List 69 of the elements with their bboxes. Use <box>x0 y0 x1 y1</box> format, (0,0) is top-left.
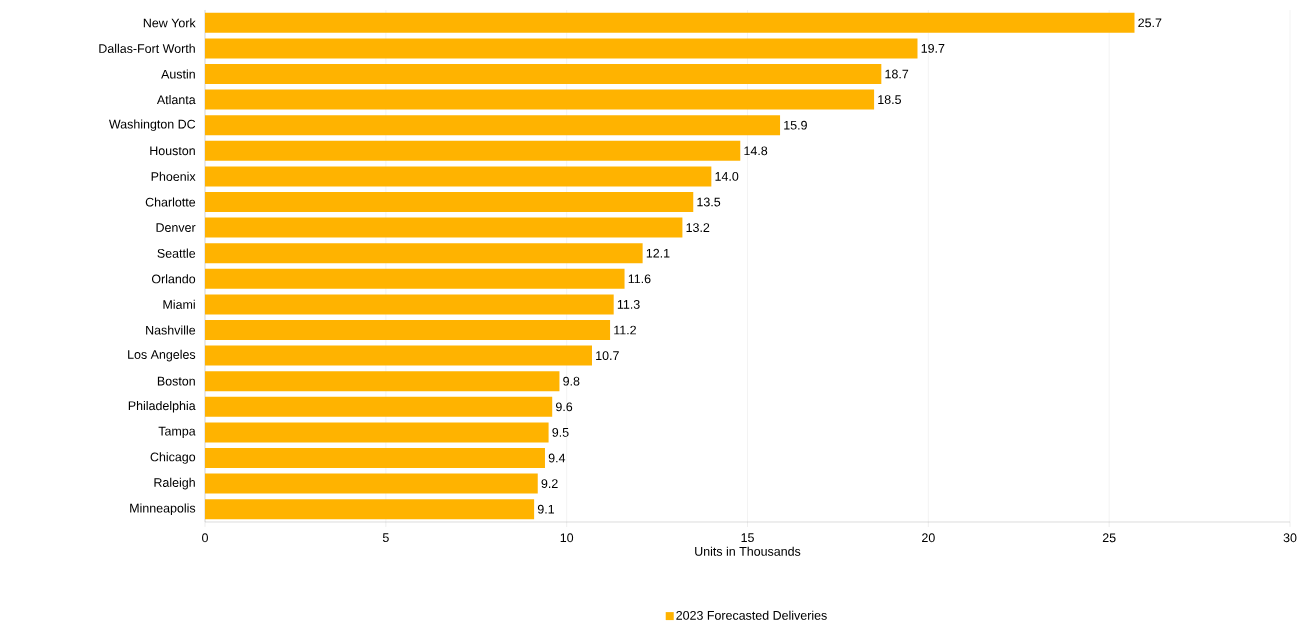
data-label: 9.4 <box>548 453 566 463</box>
x-axis-title: Units in Thousands <box>695 546 801 556</box>
y-tick-label: Phoenix <box>151 171 196 181</box>
data-label: 18.5 <box>878 95 902 105</box>
y-tick-label: Charlotte <box>145 197 196 207</box>
data-label: 11.3 <box>617 299 640 309</box>
data-label: 9.8 <box>563 376 580 386</box>
data-label: 9.6 <box>555 402 573 412</box>
bar <box>205 243 643 264</box>
bar <box>205 268 625 289</box>
bar <box>205 294 614 315</box>
data-label: 15.9 <box>784 120 807 130</box>
data-label: 11.6 <box>628 274 651 284</box>
bar <box>205 217 683 238</box>
data-label: 13.5 <box>697 197 721 207</box>
y-tick-label: Minneapolis <box>130 503 196 515</box>
data-label: 18.7 <box>885 69 909 79</box>
bar <box>205 345 592 366</box>
data-label: 13.2 <box>686 223 710 232</box>
data-label: 25.7 <box>1138 18 1162 28</box>
y-tick-label: Tampa <box>158 426 196 438</box>
y-tick-label: Chicago <box>150 452 196 464</box>
legend-label: 2023 Forecasted Deliveries <box>676 610 827 620</box>
y-tick-label: New York <box>143 18 196 28</box>
x-tick-label: 5 <box>382 533 389 543</box>
bar <box>205 63 882 84</box>
data-label: 9.2 <box>541 479 558 489</box>
bar <box>205 12 1135 33</box>
x-tick-label: 25 <box>1102 533 1116 543</box>
x-tick-label: 15 <box>741 533 754 543</box>
y-tick-label: Seattle <box>157 248 196 258</box>
y-tick-label: Raleigh <box>154 477 195 490</box>
data-label: 14.0 <box>715 171 739 181</box>
y-tick-label: Houston <box>150 146 195 156</box>
bar <box>205 191 694 212</box>
x-tick-label: 0 <box>202 533 208 543</box>
data-label: 10.7 <box>596 351 619 361</box>
y-tick-label: Washington DC <box>108 119 196 131</box>
bar <box>205 166 712 187</box>
y-tick-label: Boston <box>157 376 195 386</box>
y-tick-label: Austin <box>161 69 195 79</box>
data-label: 14.8 <box>744 146 768 156</box>
data-label: 11.2 <box>614 325 636 335</box>
x-tick-label: 10 <box>560 533 574 543</box>
y-tick-label: Orlando <box>151 274 196 284</box>
bar <box>205 447 545 468</box>
bar <box>205 499 535 520</box>
data-label: 9.5 <box>552 427 569 437</box>
bar <box>205 422 549 443</box>
y-tick-label: Atlanta <box>156 95 196 105</box>
x-tick-label: 20 <box>922 533 935 543</box>
bar <box>205 396 553 417</box>
data-label: 9.1 <box>537 504 555 514</box>
bar <box>205 371 560 392</box>
bar <box>205 473 538 494</box>
data-label: 12.1 <box>646 248 670 258</box>
y-tick-label: Dallas-Fort Worth <box>99 43 195 53</box>
bar <box>205 115 781 136</box>
bar <box>205 319 611 340</box>
y-tick-label: Miami <box>163 299 195 309</box>
bar <box>205 89 875 110</box>
y-tick-label: Philadelphia <box>128 400 196 413</box>
data-label: 19.7 <box>921 43 945 53</box>
y-tick-label: Denver <box>156 223 196 232</box>
y-tick-label: Nashville <box>146 325 196 335</box>
bar <box>205 38 918 59</box>
bar <box>205 140 741 161</box>
x-tick-label: 30 <box>1283 533 1297 543</box>
y-tick-label: Los Angeles <box>128 349 196 362</box>
